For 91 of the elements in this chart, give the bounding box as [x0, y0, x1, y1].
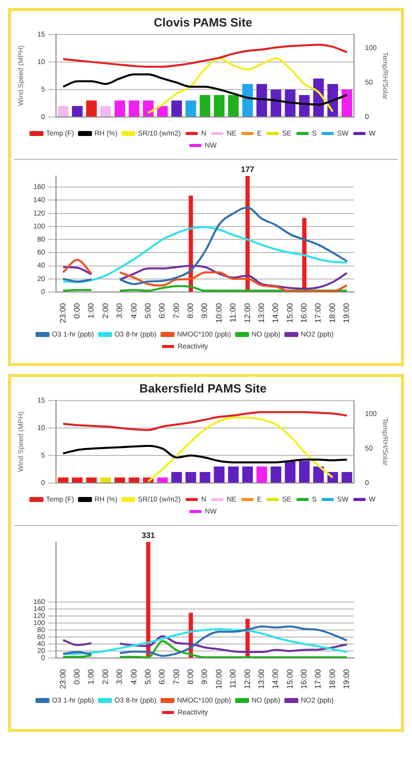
x-tick-label: 15:00 [285, 668, 294, 690]
x-tick-label: 17:00 [314, 668, 323, 690]
bar [58, 477, 68, 482]
x-tick-label: 19:00 [342, 668, 352, 690]
bar [128, 100, 140, 116]
x-tick-label: 4:00 [129, 668, 138, 685]
bar [228, 94, 239, 116]
x-tick-label: 12:00 [242, 302, 252, 324]
bar [270, 466, 282, 482]
bar [100, 106, 111, 116]
bar [214, 94, 225, 116]
x-tick-label: 23:00 [58, 668, 68, 690]
bar [228, 466, 239, 482]
line-series [147, 57, 334, 114]
line-series [62, 73, 348, 106]
line-series [62, 411, 348, 431]
x-tick-label: 6:00 [158, 302, 167, 319]
bar [185, 100, 196, 116]
x-tick-label: 16:00 [300, 302, 309, 324]
x-tick-label: 14:00 [271, 668, 280, 690]
bar [256, 466, 268, 482]
bar [86, 100, 97, 116]
bar [100, 477, 111, 482]
data-label: 177 [240, 165, 255, 174]
bar [171, 472, 182, 482]
x-tick-label: 18:00 [328, 668, 337, 690]
x-tick-label: 19:00 [342, 302, 352, 324]
bar [284, 89, 296, 116]
bar [128, 477, 140, 482]
x-tick-label: 0:00 [72, 668, 82, 685]
chart-title: Clovis PAMS Site [154, 16, 253, 30]
x-tick-label: 15:00 [285, 302, 294, 324]
x-tick-label: 13:00 [256, 668, 266, 690]
bar [200, 94, 210, 116]
bar [171, 100, 182, 116]
bar [214, 466, 225, 482]
x-tick-label: 0:00 [72, 302, 82, 319]
x-tick-label: 2:00 [100, 302, 110, 319]
bar [242, 84, 253, 116]
x-tick-label: 5:00 [143, 668, 152, 685]
bar [270, 89, 282, 116]
x-tick-label: 17:00 [314, 302, 323, 324]
bar [256, 84, 268, 116]
bar [86, 477, 97, 482]
x-tick-label: 14:00 [271, 302, 280, 324]
x-tick-label: 9:00 [200, 302, 210, 319]
x-tick-label: 7:00 [172, 668, 181, 685]
x-tick-label: 3:00 [115, 302, 124, 319]
bar [72, 106, 83, 116]
line-series [62, 444, 348, 464]
x-tick-label: 2:00 [100, 668, 110, 685]
bar [342, 472, 352, 482]
bar [200, 472, 210, 482]
bar [58, 106, 68, 116]
bar [342, 89, 352, 116]
x-tick-label: 10:00 [214, 668, 224, 690]
x-tick-label: 23:00 [58, 302, 68, 324]
x-tick-label: 5:00 [143, 302, 152, 319]
x-tick-label: 12:00 [242, 668, 252, 690]
bar [114, 477, 126, 482]
x-tick-label: 1:00 [86, 668, 96, 685]
x-tick-label: 8:00 [186, 302, 196, 319]
x-tick-label: 8:00 [186, 668, 196, 685]
x-tick-label: 18:00 [328, 302, 337, 324]
bar [313, 466, 324, 482]
bar [114, 100, 126, 116]
x-tick-label: 11:00 [228, 302, 238, 322]
bar [284, 460, 296, 482]
x-tick-label: 1:00 [86, 302, 96, 319]
bar [72, 477, 83, 482]
bar [299, 460, 310, 482]
bar [142, 100, 154, 116]
bar [242, 466, 253, 482]
bar [157, 477, 168, 482]
x-tick-label: 10:00 [214, 302, 224, 324]
chart-title: Bakersfield PAMS Site [139, 382, 267, 396]
x-tick-label: 11:00 [228, 668, 238, 688]
line-series [147, 416, 334, 483]
line-series [62, 226, 348, 284]
x-tick-label: 7:00 [172, 302, 181, 319]
bar [146, 542, 150, 658]
data-label: 331 [142, 531, 156, 540]
x-tick-label: 3:00 [115, 668, 124, 685]
x-tick-label: 4:00 [129, 302, 138, 319]
x-tick-label: 9:00 [200, 668, 210, 685]
x-tick-label: 6:00 [158, 668, 167, 685]
bar [185, 472, 196, 482]
line-series [62, 44, 348, 68]
x-tick-label: 16:00 [300, 668, 309, 690]
bar [157, 106, 168, 116]
x-tick-label: 13:00 [256, 302, 266, 324]
